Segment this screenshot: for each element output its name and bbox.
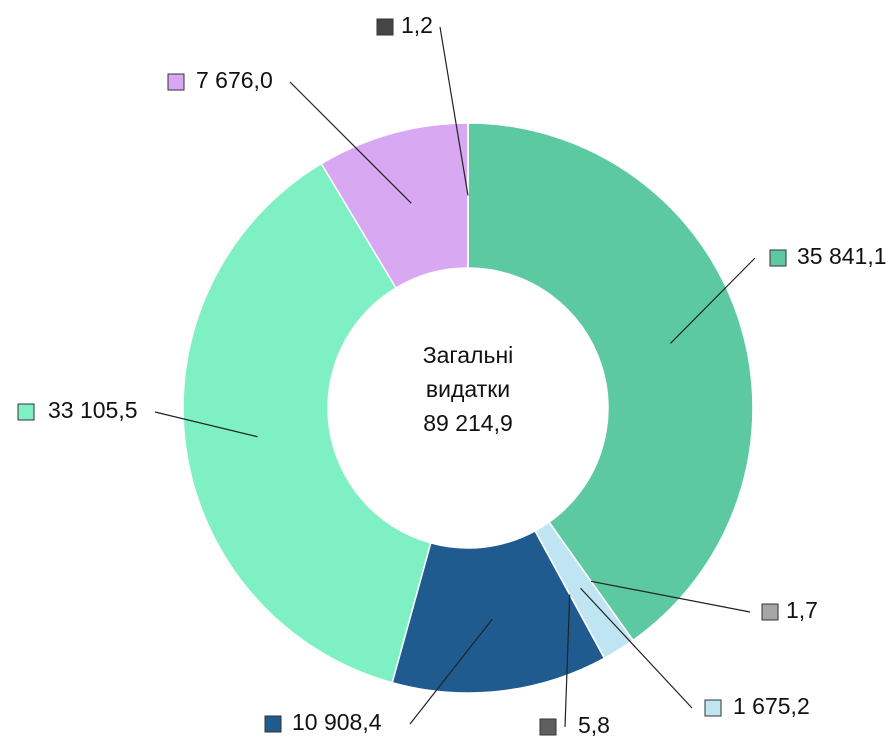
legend-swatch (769, 249, 787, 267)
center-label: Загальні (423, 342, 514, 368)
legend-swatch (264, 715, 282, 733)
leader-line (154, 411, 258, 438)
slice (467, 122, 754, 642)
data-label: 5,8 (578, 712, 610, 738)
data-label: 7 676,0 (196, 67, 273, 93)
data-label: 33 105,5 (48, 397, 138, 423)
slice (391, 529, 606, 694)
data-label: 10 908,4 (292, 709, 382, 735)
data-label: 1,7 (786, 597, 818, 623)
data-label: 1,2 (401, 12, 433, 38)
legend-swatch (704, 699, 722, 717)
legend-swatch (17, 403, 35, 421)
legend-swatch (167, 73, 185, 91)
data-label: 1 675,2 (733, 693, 810, 719)
center-label: видатки (426, 376, 510, 402)
leader-line (590, 580, 751, 613)
leader-line (580, 587, 693, 709)
leader-line (409, 618, 493, 725)
data-label: 35 841,1 (797, 243, 887, 269)
legend-swatch (761, 603, 779, 621)
donut (182, 122, 754, 694)
leader-line (670, 257, 756, 344)
legend-swatch (376, 18, 394, 36)
leader-line (289, 81, 412, 204)
slice (182, 162, 432, 684)
center-label: 89 214,9 (423, 410, 513, 436)
leader-line (439, 26, 469, 196)
legend-swatch (539, 718, 557, 736)
leader-line (564, 594, 571, 728)
